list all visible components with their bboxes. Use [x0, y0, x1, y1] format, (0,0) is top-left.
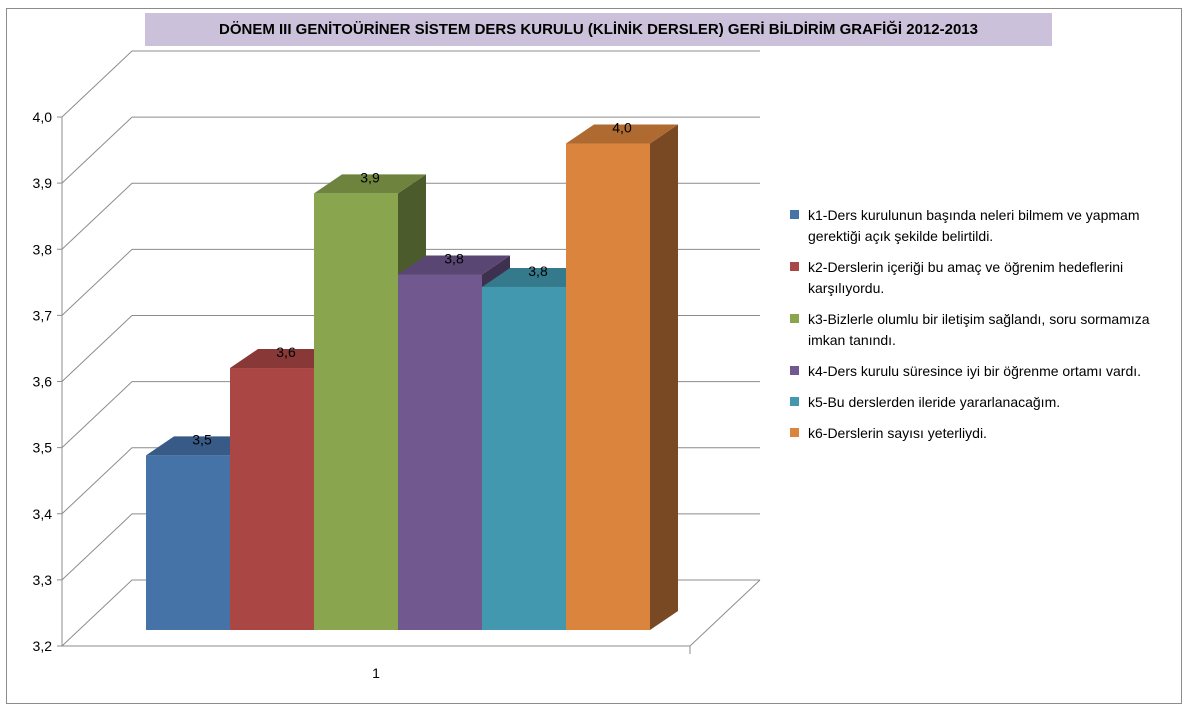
bar-top	[314, 174, 426, 194]
legend-swatch	[790, 262, 799, 271]
gridline	[61, 50, 760, 118]
y-tick-label: 3,7	[33, 307, 53, 323]
data-label: 3,9	[360, 169, 380, 185]
bar	[146, 455, 230, 630]
bar	[482, 286, 566, 630]
y-tick-label: 3,9	[33, 175, 53, 191]
y-tick-label: 3,3	[33, 572, 53, 588]
gridline	[61, 248, 760, 316]
legend-item: k4-Ders kurulu süresince iyi bir öğrenme…	[790, 361, 1189, 382]
legend-swatch	[790, 210, 799, 219]
bar-top	[566, 124, 678, 144]
data-label: 3,8	[528, 263, 548, 279]
legend-swatch	[790, 397, 799, 406]
data-label: 4,0	[612, 119, 632, 135]
legend-label: k1-Ders kurulunun başında neleri bilmem …	[808, 207, 1140, 244]
legend-item: k1-Ders kurulunun başında neleri bilmem …	[790, 205, 1189, 247]
legend-item: k5-Bu derslerden ileride yararlanacağım.	[790, 392, 1189, 413]
legend-swatch	[790, 314, 799, 323]
y-tick-label: 3,8	[33, 241, 53, 257]
legend-label: k6-Derslerin sayısı yeterliydi.	[808, 425, 987, 441]
chart-title: DÖNEM III GENİTOÜRİNER SİSTEM DERS KURUL…	[145, 13, 1052, 46]
gridline	[61, 116, 760, 184]
chart-legend: k1-Ders kurulunun başında neleri bilmem …	[790, 205, 1189, 454]
gridline	[61, 182, 760, 250]
legend-item: k6-Derslerin sayısı yeterliydi.	[790, 423, 1189, 444]
legend-swatch	[790, 428, 799, 437]
legend-label: k3-Bizlerle olumlu bir iletişim sağlandı…	[808, 311, 1150, 348]
bar	[230, 368, 314, 630]
legend-label: k4-Ders kurulu süresince iyi bir öğrenme…	[808, 363, 1142, 379]
data-label: 3,8	[444, 250, 464, 266]
bar	[398, 274, 482, 630]
bar-top	[398, 255, 510, 275]
legend-label: k2-Derslerin içeriği bu amaç ve öğrenim …	[808, 259, 1124, 296]
legend-swatch	[790, 366, 799, 375]
bar	[566, 143, 650, 630]
y-tick-label: 3,4	[33, 506, 53, 522]
y-tick-label: 4,0	[33, 109, 53, 125]
legend-item: k2-Derslerin içeriği bu amaç ve öğrenim …	[790, 257, 1189, 299]
legend-item: k3-Bizlerle olumlu bir iletişim sağlandı…	[790, 309, 1189, 351]
y-tick-label: 3,5	[33, 440, 53, 456]
x-tick-label: 1	[372, 665, 380, 681]
y-tick-label: 3,2	[33, 638, 53, 654]
bar-side	[650, 124, 678, 630]
data-label: 3,6	[276, 344, 296, 360]
data-label: 3,5	[192, 431, 212, 447]
bar	[314, 193, 398, 630]
y-tick-label: 3,6	[33, 374, 53, 390]
legend-label: k5-Bu derslerden ileride yararlanacağım.	[808, 394, 1061, 410]
